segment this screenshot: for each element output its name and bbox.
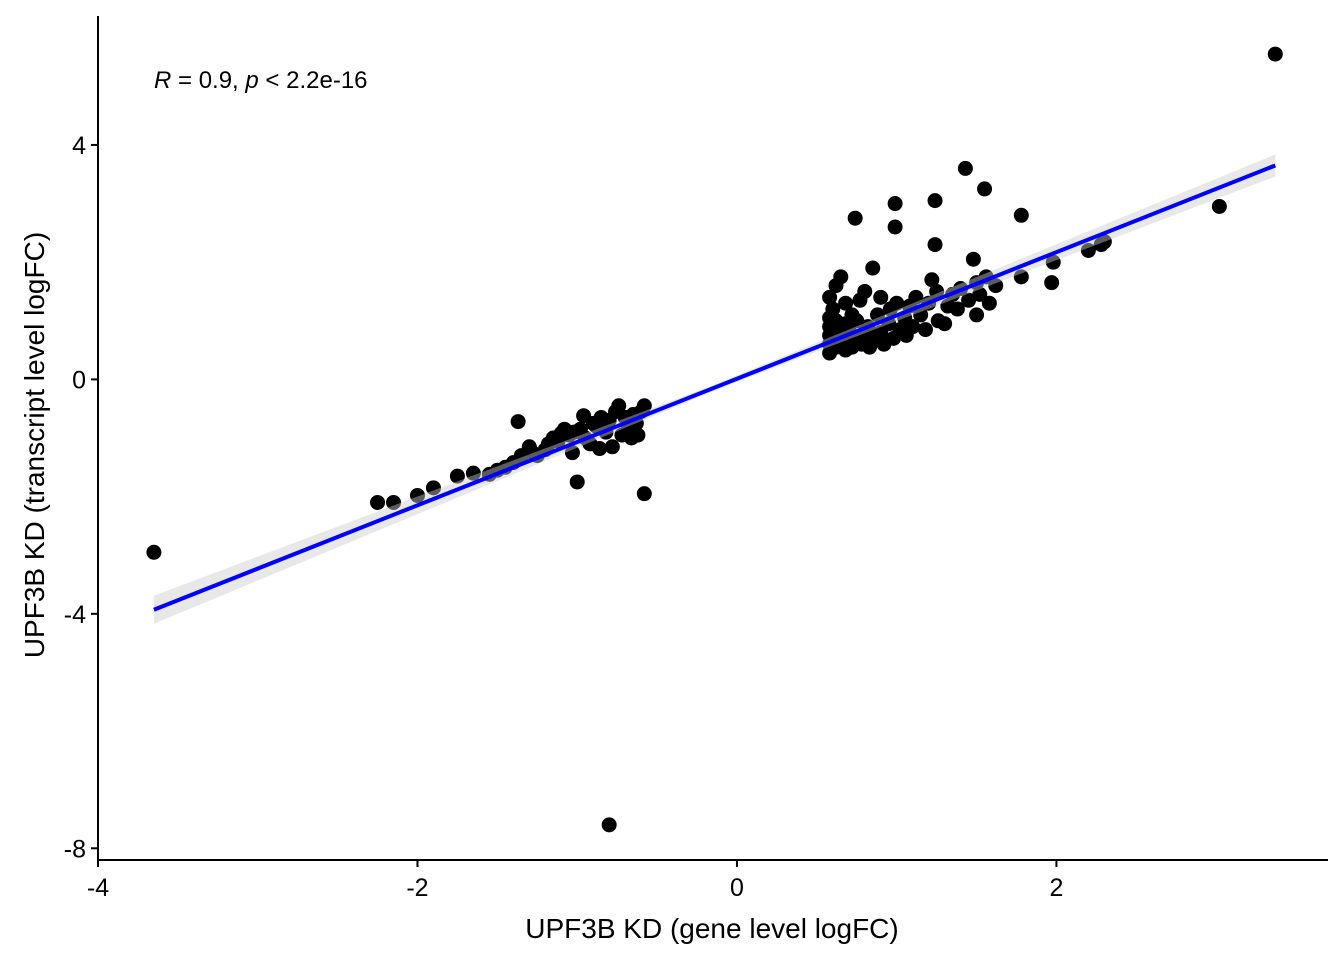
data-point <box>465 465 481 481</box>
data-point <box>887 196 903 212</box>
plot-area <box>146 46 1283 833</box>
data-point <box>1080 242 1096 258</box>
x-tick-label: 0 <box>730 874 744 902</box>
data-point <box>425 480 441 496</box>
data-point <box>870 307 886 323</box>
data-point <box>972 286 988 302</box>
data-point <box>386 494 402 510</box>
data-point <box>905 319 921 335</box>
data-point <box>908 289 924 305</box>
data-point <box>988 278 1004 294</box>
data-point <box>873 289 889 305</box>
data-point <box>564 445 580 461</box>
data-point <box>889 295 905 311</box>
data-point <box>929 283 945 299</box>
data-point <box>957 160 973 176</box>
data-point <box>977 181 993 197</box>
y-tick-label: -4 <box>64 601 86 629</box>
data-point <box>927 193 943 209</box>
data-point <box>913 307 929 323</box>
data-point <box>1096 234 1112 250</box>
data-point <box>937 316 953 332</box>
data-point <box>887 219 903 235</box>
data-point <box>576 408 592 424</box>
p-value-text: < 2.2e-16 <box>259 67 368 94</box>
axes: -4 -2 0 2 -8-404 <box>64 16 1328 902</box>
y-tick-label: 0 <box>72 366 86 394</box>
data-point <box>1013 207 1029 223</box>
r-symbol: R <box>154 67 171 94</box>
data-point <box>949 301 965 317</box>
data-point <box>409 487 425 503</box>
data-point <box>146 544 162 560</box>
data-point <box>981 295 997 311</box>
data-point <box>838 295 854 311</box>
data-point <box>969 307 985 323</box>
x-ticks: -4 -2 0 2 <box>87 860 1063 902</box>
fit-layer <box>153 154 1277 624</box>
p-symbol: p <box>244 67 258 94</box>
data-point <box>825 301 841 317</box>
data-point <box>370 494 386 510</box>
data-point <box>1013 269 1029 285</box>
data-point <box>601 817 617 833</box>
data-point <box>636 398 652 414</box>
x-axis-title: UPF3B KD (gene level logFC) <box>525 913 898 944</box>
data-point <box>849 313 865 329</box>
data-point <box>636 486 652 502</box>
correlation-annotation: R = 0.9, p < 2.2e-16 <box>154 67 368 94</box>
x-tick-label: -2 <box>406 874 428 902</box>
data-point <box>965 251 981 267</box>
data-point <box>961 292 977 308</box>
x-tick-label: -4 <box>87 874 109 902</box>
data-point <box>847 210 863 226</box>
data-point <box>833 269 849 285</box>
y-tick-label: 4 <box>72 132 86 160</box>
data-point <box>857 283 873 299</box>
regression-line <box>153 163 1277 612</box>
y-axis-title: UPF3B KD (transcript level logFC) <box>19 232 50 658</box>
data-point <box>822 289 838 305</box>
r-value-text: = 0.9, <box>171 67 245 94</box>
data-point <box>569 474 585 490</box>
data-point <box>1045 254 1061 270</box>
data-point <box>927 237 943 253</box>
data-point <box>611 398 627 414</box>
data-point <box>865 260 881 276</box>
data-point <box>917 322 933 338</box>
data-point <box>592 441 608 457</box>
data-point <box>604 439 620 455</box>
data-point <box>1044 275 1060 291</box>
data-point <box>1211 198 1227 214</box>
data-point <box>1267 46 1283 62</box>
x-tick-label: 2 <box>1049 874 1063 902</box>
data-point <box>624 430 640 446</box>
data-point <box>510 414 526 430</box>
data-point <box>449 468 465 484</box>
data-point <box>924 272 940 288</box>
points-layer <box>146 46 1283 833</box>
y-tick-label: -8 <box>64 835 86 863</box>
y-ticks: -8 -4 0 4 <box>64 132 98 863</box>
